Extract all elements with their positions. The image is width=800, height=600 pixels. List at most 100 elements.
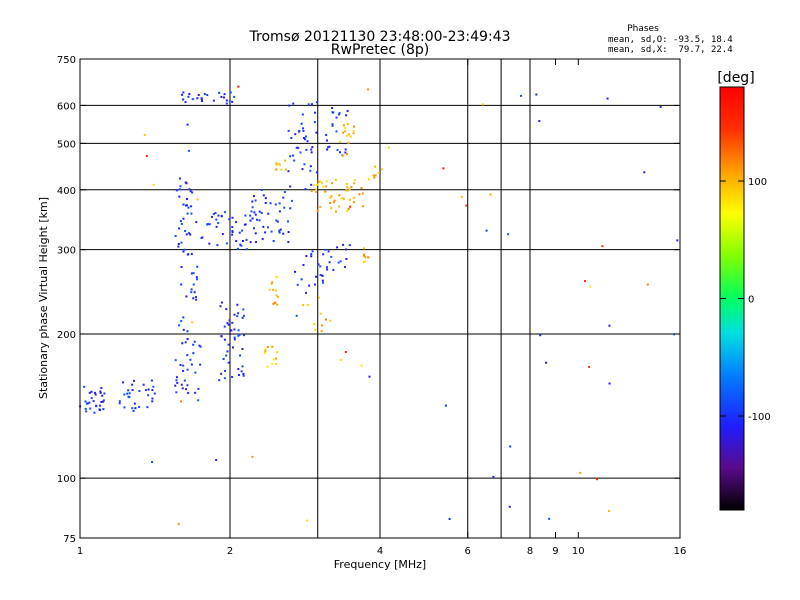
data-point	[231, 233, 234, 236]
data-point	[249, 219, 252, 222]
data-point	[338, 112, 341, 115]
data-point	[199, 345, 202, 348]
data-point	[102, 408, 105, 411]
data-point	[507, 233, 510, 236]
data-point	[237, 334, 240, 337]
data-point	[296, 283, 299, 286]
data-point	[321, 324, 324, 327]
data-point	[182, 98, 185, 101]
data-point	[210, 215, 213, 218]
data-point	[317, 180, 320, 183]
data-point	[188, 188, 191, 191]
data-point	[331, 124, 334, 127]
data-point	[325, 180, 328, 183]
data-point	[273, 301, 276, 304]
data-point	[126, 392, 129, 395]
data-point	[346, 186, 349, 189]
data-point	[177, 243, 180, 246]
data-point	[236, 315, 239, 318]
data-point	[144, 389, 147, 392]
data-point	[325, 266, 328, 269]
data-point	[195, 276, 198, 279]
data-point	[215, 225, 218, 228]
y-tick-label: 750	[57, 55, 76, 66]
data-point	[363, 260, 366, 263]
data-point	[128, 396, 131, 399]
data-point	[217, 214, 220, 217]
data-point	[190, 363, 193, 366]
data-point	[315, 191, 318, 194]
data-point	[311, 146, 314, 149]
data-point	[152, 183, 155, 186]
data-point	[231, 229, 234, 232]
data-point	[220, 95, 223, 98]
data-point	[315, 101, 318, 104]
data-point	[368, 375, 371, 378]
data-point	[233, 336, 236, 339]
data-point	[118, 402, 121, 405]
x-tick-label: 4	[377, 546, 383, 557]
data-point	[643, 171, 646, 174]
data-point	[362, 260, 365, 263]
data-point	[174, 359, 177, 362]
data-point	[190, 291, 193, 294]
data-point	[292, 102, 295, 105]
data-point	[275, 294, 278, 297]
data-point	[131, 389, 134, 392]
data-point	[181, 387, 184, 390]
data-point	[192, 297, 195, 300]
data-point	[271, 281, 274, 284]
data-point	[345, 114, 348, 117]
data-point	[294, 270, 297, 273]
data-point	[127, 395, 130, 398]
data-point	[308, 284, 311, 287]
data-point	[179, 185, 182, 188]
data-point	[191, 321, 194, 324]
data-point	[321, 274, 324, 277]
data-point	[180, 265, 183, 268]
data-point	[99, 391, 102, 394]
data-point	[239, 243, 242, 246]
data-point	[321, 279, 324, 282]
data-point	[192, 352, 195, 355]
data-point	[229, 91, 232, 94]
data-point	[279, 228, 282, 231]
data-point	[178, 324, 181, 327]
data-point	[92, 400, 95, 403]
data-point	[344, 151, 347, 154]
data-point	[332, 111, 335, 114]
data-point	[181, 342, 184, 345]
data-point	[601, 245, 604, 248]
data-point	[387, 146, 390, 149]
data-point	[330, 195, 333, 198]
data-point	[325, 185, 328, 188]
data-point	[278, 162, 281, 165]
colorbar-tick-label: -100	[748, 412, 771, 423]
data-point	[346, 189, 349, 192]
data-point	[228, 218, 231, 221]
data-point	[373, 176, 376, 179]
data-point	[315, 275, 318, 278]
data-point	[241, 316, 244, 319]
data-point	[186, 384, 189, 387]
data-point	[508, 505, 511, 508]
x-tick-label: 2	[227, 546, 233, 557]
data-point	[186, 354, 189, 357]
data-point	[345, 134, 348, 137]
data-point	[174, 234, 177, 237]
data-point	[275, 168, 278, 171]
data-point	[145, 155, 148, 158]
data-point	[256, 218, 259, 221]
data-point	[315, 171, 318, 174]
data-point	[316, 209, 319, 212]
data-point	[283, 206, 286, 209]
data-point	[226, 322, 229, 325]
data-point	[244, 214, 247, 217]
x-tick-label: 9	[552, 546, 558, 557]
data-point	[326, 148, 329, 151]
data-point	[235, 221, 238, 224]
data-point	[147, 394, 150, 397]
data-point	[325, 133, 328, 136]
data-point	[103, 392, 106, 395]
data-point	[133, 379, 136, 382]
